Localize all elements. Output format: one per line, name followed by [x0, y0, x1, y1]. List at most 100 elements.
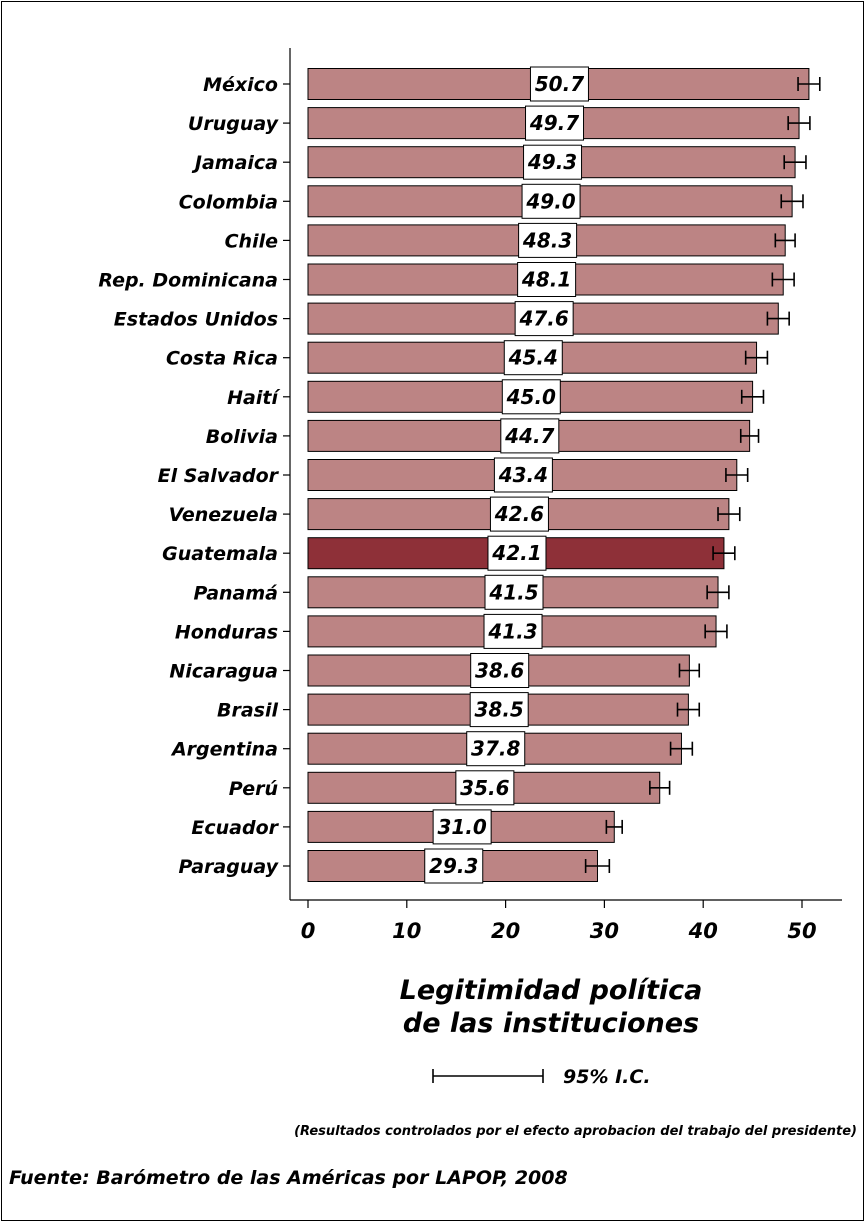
category-label-haiti: Haití	[227, 387, 280, 409]
error-bar-nicaragua	[678, 663, 701, 678]
value-label-mexico: 50.7	[535, 72, 584, 96]
category-label-argentina: Argentina	[170, 739, 278, 761]
value-label-box-colombia	[521, 183, 581, 219]
ci-legend-label: 95% I.C.	[563, 1066, 651, 1088]
category-label-el-salvador: El Salvador	[158, 465, 280, 487]
category-label-ecuador: Ecuador	[191, 817, 279, 839]
value-label-box-rep-dominicana	[517, 262, 577, 297]
value-labels-layer: 50.7 49.7 49.3 49.0 48.3 48.1 47.6 45.4 45.0 44.7…	[424, 66, 589, 884]
category-label-mexico: México	[203, 74, 278, 96]
x-tick-label-30: 30	[590, 919, 619, 943]
category-label-guatemala: Guatemala	[162, 543, 278, 565]
error-bar-ecuador	[605, 819, 623, 834]
value-label-paraguay: 29.3	[429, 854, 478, 878]
category-label-brasil: Brasil	[217, 700, 278, 722]
error-bar-rep-dominicana	[771, 272, 795, 287]
value-label-box-brasil	[469, 692, 529, 728]
value-label-box-peru	[455, 770, 515, 806]
value-label-box-el-salvador	[493, 457, 553, 493]
error-bar-chile	[774, 233, 796, 248]
error-bar-haiti	[740, 389, 765, 404]
category-label-panama: Panamá	[194, 582, 279, 604]
x-tick-label-20: 20	[491, 919, 520, 943]
value-label-box-uruguay	[525, 105, 585, 141]
category-label-honduras: Honduras	[175, 621, 278, 643]
category-label-rep-dominicana: Rep. Dominicana	[98, 270, 278, 292]
value-label-box-estados-unidos	[514, 301, 574, 337]
category-labels-layer: México Uruguay Jamaica Colombia Chile Rep. Do…	[98, 74, 290, 878]
error-bar-argentina	[669, 741, 694, 756]
value-label-box-argentina	[466, 731, 526, 767]
value-label-box-mexico	[529, 66, 589, 102]
category-label-peru: Perú	[229, 778, 278, 800]
error-bar-panama	[706, 585, 730, 600]
value-label-costa-rica: 45.4	[508, 346, 558, 370]
value-label-box-honduras	[483, 613, 543, 649]
error-bar-honduras	[704, 624, 728, 639]
category-label-estados-unidos: Estados Unidos	[114, 309, 278, 331]
value-label-uruguay: 49.7	[529, 111, 579, 135]
controls-note: (Resultados controlados por el efecto ap…	[294, 1124, 857, 1139]
value-label-panama: 41.5	[488, 580, 538, 604]
value-label-box-jamaica	[523, 144, 583, 180]
error-bar-paraguay	[584, 859, 611, 873]
category-label-paraguay: Paraguay	[179, 856, 280, 878]
value-label-peru: 35.6	[460, 776, 509, 800]
error-bar-estados-unidos	[766, 311, 790, 326]
category-label-venezuela: Venezuela	[169, 504, 278, 526]
error-bar-jamaica	[783, 155, 807, 170]
value-label-box-ecuador	[432, 809, 492, 845]
error-bar-venezuela	[717, 507, 741, 522]
error-bar-bolivia	[739, 428, 760, 443]
value-label-box-guatemala	[487, 535, 547, 571]
x-tick-label-0: 0	[301, 919, 316, 943]
value-label-box-haiti	[501, 379, 561, 415]
category-label-costa-rica: Costa Rica	[166, 348, 278, 370]
value-label-nicaragua: 38.6	[475, 659, 524, 683]
value-label-box-costa-rica	[503, 340, 563, 376]
value-label-brasil: 38.5	[475, 698, 524, 722]
error-bar-mexico	[797, 77, 821, 91]
source-note: Fuente: Barómetro de las Américas por LA…	[9, 1167, 568, 1189]
value-label-jamaica: 49.3	[527, 150, 577, 174]
category-label-nicaragua: Nicaragua	[169, 661, 278, 683]
value-label-colombia: 49.0	[525, 189, 575, 213]
value-label-rep-dominicana: 48.1	[521, 268, 571, 292]
value-label-bolivia: 44.7	[504, 424, 554, 448]
value-label-box-bolivia	[500, 418, 560, 454]
x-tick-label-10: 10	[392, 919, 421, 943]
x-axis-label-line-2: de las instituciones	[403, 1008, 699, 1039]
error-bar-costa-rica	[744, 350, 769, 365]
ci-legend: 95% I.C.	[432, 1066, 651, 1088]
error-bar-el-salvador	[725, 468, 749, 482]
error-bar-uruguay	[787, 116, 811, 131]
x-tick-label-40: 40	[688, 919, 718, 943]
error-bar-brasil	[676, 702, 701, 717]
value-label-chile: 48.3	[522, 228, 572, 252]
value-label-box-paraguay	[424, 848, 484, 884]
value-label-haiti: 45.0	[506, 385, 556, 409]
error-bars-layer	[584, 77, 821, 873]
value-label-el-salvador: 43.4	[498, 463, 548, 487]
error-bar-peru	[649, 780, 671, 795]
category-label-jamaica: Jamaica	[191, 152, 278, 174]
x-axis-label-line-1: Legitimidad política	[400, 975, 703, 1006]
category-label-bolivia: Bolivia	[206, 426, 278, 448]
category-label-uruguay: Uruguay	[188, 113, 280, 135]
value-label-estados-unidos: 47.6	[518, 307, 568, 331]
value-label-guatemala: 42.1	[491, 541, 541, 565]
value-label-box-panama	[484, 574, 544, 610]
x-ticks-layer: 0 10 20 30 40 50	[301, 900, 817, 943]
value-label-venezuela: 42.6	[494, 502, 544, 526]
value-label-honduras: 41.3	[487, 619, 537, 643]
value-label-box-chile	[518, 222, 578, 258]
value-label-box-venezuela	[489, 496, 549, 532]
value-label-argentina: 37.8	[471, 737, 520, 761]
category-label-chile: Chile	[225, 230, 278, 252]
value-label-ecuador: 31.0	[437, 815, 486, 839]
error-bar-guatemala	[712, 546, 736, 561]
value-label-box-nicaragua	[470, 653, 530, 688]
x-tick-label-50: 50	[787, 919, 816, 943]
